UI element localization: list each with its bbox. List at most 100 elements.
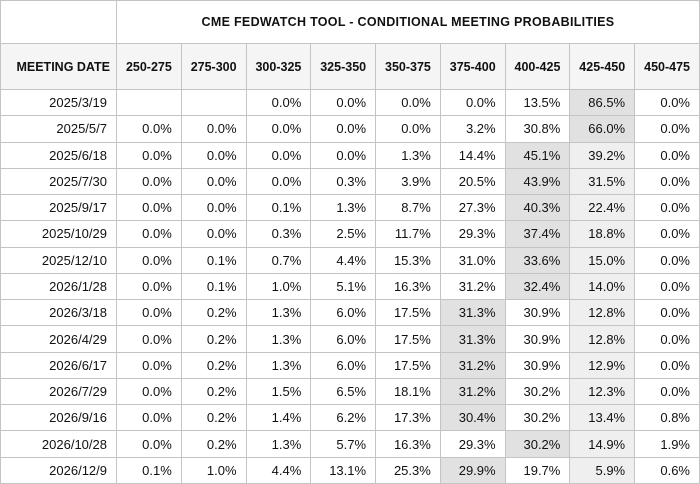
rate-column-header: 325-350 bbox=[310, 43, 377, 90]
table-row: 2025/6/18 0.0% 0.0% 0.0% 0.0% 1.3% 14.4% 45.1% 3… bbox=[0, 141, 700, 169]
probability-cell: 0.0% bbox=[375, 115, 441, 143]
meeting-date-cell: 2025/7/30 bbox=[0, 167, 117, 196]
probability-cell: 0.1% bbox=[116, 456, 182, 484]
probability-cell: 1.0% bbox=[180, 456, 247, 484]
probability-cell: 5.1% bbox=[310, 272, 377, 301]
probability-cell: 86.5% bbox=[569, 88, 636, 117]
probability-cell: 0.0% bbox=[116, 351, 182, 379]
probability-cell: 31.3% bbox=[439, 325, 506, 353]
meeting-date-cell: 2026/10/28 bbox=[0, 430, 117, 458]
probability-cell: 37.4% bbox=[504, 220, 571, 248]
probability-cell: 12.8% bbox=[569, 325, 636, 353]
probability-cell: 17.5% bbox=[375, 299, 441, 327]
probability-cell: 2.5% bbox=[310, 220, 377, 248]
probability-cell: 29.3% bbox=[439, 430, 506, 458]
meeting-date-cell: 2025/5/7 bbox=[0, 115, 117, 143]
probability-cell: 17.3% bbox=[375, 404, 441, 432]
probability-cell: 1.4% bbox=[245, 404, 312, 432]
probability-cell: 0.0% bbox=[245, 115, 312, 143]
probability-cell: 0.0% bbox=[116, 115, 182, 143]
probability-cell: 0.0% bbox=[634, 167, 700, 196]
probability-cell: 1.3% bbox=[245, 430, 312, 458]
probability-cell: 3.2% bbox=[439, 115, 506, 143]
probability-cell: 0.0% bbox=[310, 88, 377, 117]
rate-column-header: 350-375 bbox=[375, 43, 441, 90]
probability-cell: 15.3% bbox=[375, 246, 441, 274]
probability-cell: 1.9% bbox=[634, 430, 700, 458]
probability-cell: 31.5% bbox=[569, 167, 636, 196]
probability-cell: 18.1% bbox=[375, 377, 441, 406]
probability-cell: 0.0% bbox=[634, 351, 700, 379]
probability-cell: 0.0% bbox=[375, 88, 441, 117]
title-row: CME FEDWATCH TOOL - CONDITIONAL MEETING … bbox=[0, 0, 700, 44]
probability-cell: 0.0% bbox=[116, 141, 182, 169]
meeting-date-cell: 2026/12/9 bbox=[0, 456, 117, 484]
probability-cell: 31.3% bbox=[439, 299, 506, 327]
probability-cell: 0.0% bbox=[634, 88, 700, 117]
probability-cell: 18.8% bbox=[569, 220, 636, 248]
probability-cell: 0.0% bbox=[180, 194, 247, 222]
probability-cell: 0.0% bbox=[180, 167, 247, 196]
probability-cell: 0.0% bbox=[634, 115, 700, 143]
probability-cell: 16.3% bbox=[375, 272, 441, 301]
probability-cell: 1.5% bbox=[245, 377, 312, 406]
rate-column-header: 450-475 bbox=[634, 43, 700, 90]
probability-cell: 0.0% bbox=[116, 299, 182, 327]
probability-cell: 0.0% bbox=[116, 430, 182, 458]
table-title: CME FEDWATCH TOOL - CONDITIONAL MEETING … bbox=[116, 0, 700, 44]
probability-cell: 13.1% bbox=[310, 456, 377, 484]
meeting-date-cell: 2026/3/18 bbox=[0, 299, 117, 327]
probability-cell: 1.3% bbox=[375, 141, 441, 169]
probability-cell: 8.7% bbox=[375, 194, 441, 222]
probability-cell: 6.0% bbox=[310, 325, 377, 353]
probability-cell: 31.0% bbox=[439, 246, 506, 274]
rate-column-header: 250-275 bbox=[116, 43, 182, 90]
probability-cell: 31.2% bbox=[439, 377, 506, 406]
probability-cell: 0.2% bbox=[180, 404, 247, 432]
table-row: 2026/6/17 0.0% 0.2% 1.3% 6.0% 17.5% 31.2% 30.9%… bbox=[0, 351, 700, 379]
probability-cell: 29.9% bbox=[439, 456, 506, 484]
probability-cell: 0.0% bbox=[634, 246, 700, 274]
probability-cell: 11.7% bbox=[375, 220, 441, 248]
probability-cell: 45.1% bbox=[504, 141, 571, 169]
probability-cell: 17.5% bbox=[375, 351, 441, 379]
table-row: 2026/7/29 0.0% 0.2% 1.5% 6.5% 18.1% 31.2% 30.2%… bbox=[0, 377, 700, 406]
probability-cell: 14.4% bbox=[439, 141, 506, 169]
probability-cell: 30.4% bbox=[439, 404, 506, 432]
probability-cell: 0.0% bbox=[116, 246, 182, 274]
meeting-date-cell: 2025/6/18 bbox=[0, 141, 117, 169]
probability-cell: 0.8% bbox=[634, 404, 700, 432]
meeting-date-column-header: MEETING DATE bbox=[0, 43, 117, 90]
probability-cell: 0.0% bbox=[634, 272, 700, 301]
probability-cell: 1.3% bbox=[245, 351, 312, 379]
probability-cell: 66.0% bbox=[569, 115, 636, 143]
probability-cell: 6.5% bbox=[310, 377, 377, 406]
probability-cell: 0.2% bbox=[180, 325, 247, 353]
table-row: 2025/5/7 0.0% 0.0% 0.0% 0.0% 0.0% 3.2% 30.8% 66.… bbox=[0, 115, 700, 143]
probability-cell: 0.0% bbox=[116, 377, 182, 406]
probability-cell: 0.0% bbox=[180, 115, 247, 143]
probability-cell: 30.9% bbox=[504, 351, 571, 379]
table-row: 2025/3/19 0.0% 0.0% 0.0% 0.0% 13.5% 86.5% 0.0% bbox=[0, 88, 700, 117]
probability-cell: 0.0% bbox=[439, 88, 506, 117]
rate-column-header: 300-325 bbox=[245, 43, 312, 90]
probability-cell: 0.1% bbox=[180, 272, 247, 301]
probability-cell: 0.0% bbox=[116, 220, 182, 248]
probability-cell: 13.5% bbox=[504, 88, 571, 117]
probability-cell: 1.3% bbox=[310, 194, 377, 222]
probability-cell: 0.2% bbox=[180, 430, 247, 458]
table-row: 2025/9/17 0.0% 0.0% 0.1% 1.3% 8.7% 27.3% 40.3% 2… bbox=[0, 194, 700, 222]
probability-cell: 0.1% bbox=[180, 246, 247, 274]
probability-cell: 0.0% bbox=[245, 141, 312, 169]
probability-cell: 12.3% bbox=[569, 377, 636, 406]
probability-cell: 3.9% bbox=[375, 167, 441, 196]
probability-cell: 29.3% bbox=[439, 220, 506, 248]
probability-cell: 13.4% bbox=[569, 404, 636, 432]
meeting-date-cell: 2025/12/10 bbox=[0, 246, 117, 274]
column-header-row: MEETING DATE 250-275 275-300 300-325 325-35… bbox=[0, 43, 700, 90]
probability-cell: 30.8% bbox=[504, 115, 571, 143]
probability-cell: 0.0% bbox=[116, 404, 182, 432]
probability-cell: 14.9% bbox=[569, 430, 636, 458]
rate-column-header: 400-425 bbox=[504, 43, 571, 90]
